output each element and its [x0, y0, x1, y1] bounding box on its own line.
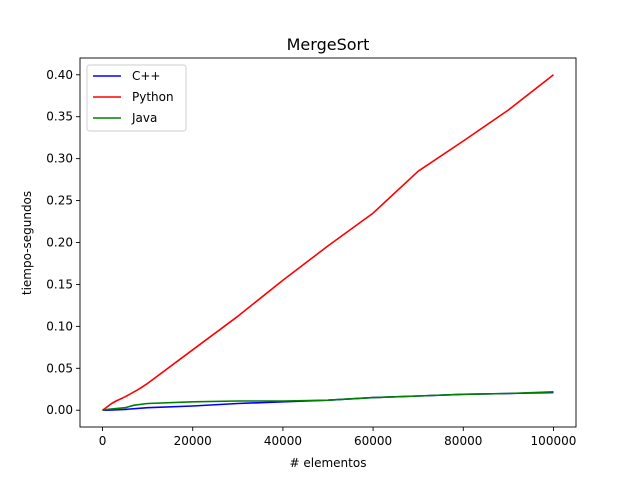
- y-axis-label: tiempo-segundos: [20, 191, 34, 295]
- y-tick-label: 0.20: [46, 236, 73, 250]
- y-tick-label: 0.00: [46, 403, 73, 417]
- x-tick-label: 40000: [264, 434, 302, 448]
- legend-label: Java: [131, 111, 157, 125]
- legend-label: C++: [132, 69, 161, 83]
- series-line-java: [102, 391, 554, 411]
- x-axis-label: # elementos: [290, 456, 367, 470]
- y-tick-label: 0.15: [46, 277, 73, 291]
- plot-area: 0 20000 40000 60000 80000 100000 0.00 0.05 0.10 0…: [46, 57, 577, 448]
- series-line-python: [102, 74, 554, 411]
- legend: C++ Python Java: [86, 64, 187, 132]
- legend-label: Python: [132, 90, 174, 104]
- y-tick-label: 0.05: [46, 361, 73, 375]
- y-tick-label: 0.10: [46, 319, 73, 333]
- x-tick-label: 20000: [174, 434, 212, 448]
- x-tick-label: 100000: [531, 434, 577, 448]
- legend-box: [86, 64, 187, 132]
- x-tick-label: 60000: [354, 434, 392, 448]
- y-tick-label: 0.25: [46, 194, 73, 208]
- x-tick-label: 0: [99, 434, 107, 448]
- y-tick-label: 0.40: [46, 68, 73, 82]
- y-tick-label: 0.30: [46, 152, 73, 166]
- y-tick-label: 0.35: [46, 110, 73, 124]
- x-tick-label: 80000: [444, 434, 482, 448]
- chart-title: MergeSort: [287, 35, 370, 54]
